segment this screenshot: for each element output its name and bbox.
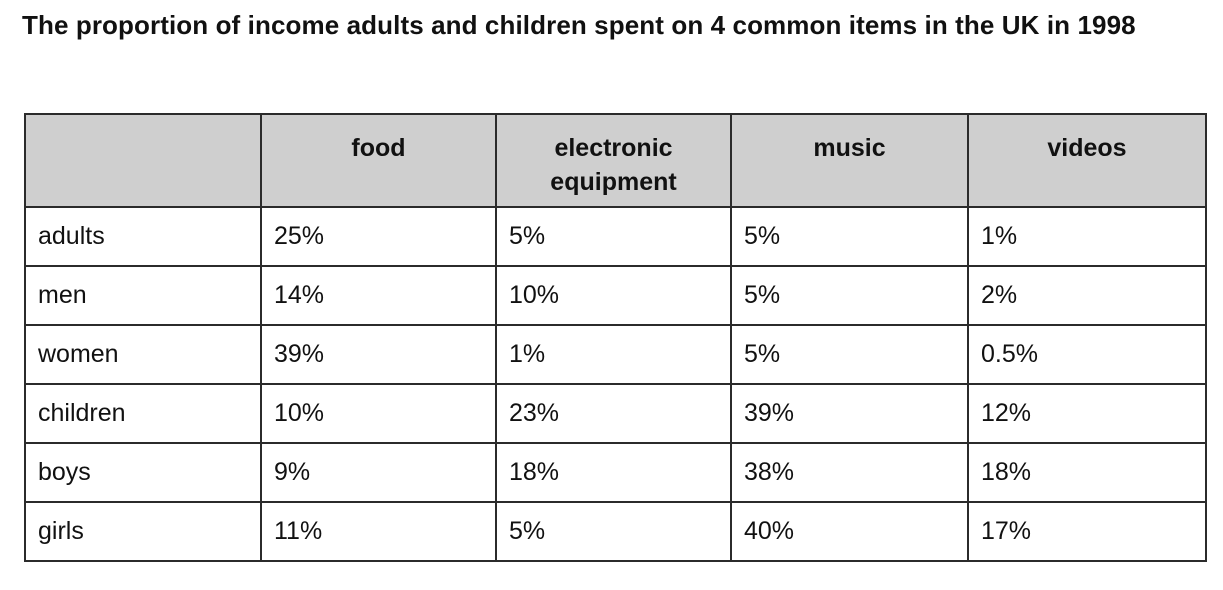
header-cell-music: music — [730, 113, 969, 208]
cell-girls-music: 40% — [730, 501, 969, 562]
cell-girls-electronic-equipment: 5% — [495, 501, 732, 562]
cell-children-music: 39% — [730, 383, 969, 444]
cell-adults-food: 25% — [260, 206, 497, 267]
row-label-boys: boys — [24, 442, 262, 503]
cell-adults-music: 5% — [730, 206, 969, 267]
row-label-women: women — [24, 324, 262, 385]
cell-adults-electronic-equipment: 5% — [495, 206, 732, 267]
header-row: food electronic equipment music videos — [24, 113, 1207, 208]
cell-men-videos: 2% — [967, 265, 1207, 326]
header-cell-videos: videos — [967, 113, 1207, 208]
table-row-boys: boys 9% 18% 38% 18% — [24, 442, 1207, 503]
header-cell-electronic-equipment: electronic equipment — [495, 113, 732, 208]
cell-girls-food: 11% — [260, 501, 497, 562]
header-label-electronic-equipment: electronic equipment — [550, 134, 677, 196]
cell-children-food: 10% — [260, 383, 497, 444]
table-row-girls: girls 11% 5% 40% 17% — [24, 501, 1207, 562]
table-row-men: men 14% 10% 5% 2% — [24, 265, 1207, 326]
data-table: food electronic equipment music videos a… — [24, 113, 1207, 562]
cell-women-food: 39% — [260, 324, 497, 385]
table-row-women: women 39% 1% 5% 0.5% — [24, 324, 1207, 385]
cell-women-music: 5% — [730, 324, 969, 385]
cell-boys-videos: 18% — [967, 442, 1207, 503]
cell-women-videos: 0.5% — [967, 324, 1207, 385]
row-label-men: men — [24, 265, 262, 326]
cell-boys-food: 9% — [260, 442, 497, 503]
header-cell-corner — [24, 113, 262, 208]
cell-women-electronic-equipment: 1% — [495, 324, 732, 385]
cell-children-videos: 12% — [967, 383, 1207, 444]
chart-title: The proportion of income adults and chil… — [22, 10, 1136, 40]
cell-boys-electronic-equipment: 18% — [495, 442, 732, 503]
cell-adults-videos: 1% — [967, 206, 1207, 267]
table-row-children: children 10% 23% 39% 12% — [24, 383, 1207, 444]
row-label-children: children — [24, 383, 262, 444]
row-label-girls: girls — [24, 501, 262, 562]
cell-girls-videos: 17% — [967, 501, 1207, 562]
header-cell-food: food — [260, 113, 497, 208]
cell-boys-music: 38% — [730, 442, 969, 503]
cell-men-electronic-equipment: 10% — [495, 265, 732, 326]
row-label-adults: adults — [24, 206, 262, 267]
cell-men-music: 5% — [730, 265, 969, 326]
table-row-adults: adults 25% 5% 5% 1% — [24, 206, 1207, 267]
table-body: adults 25% 5% 5% 1% men 14% 10% 5% 2% women 39% 1% 5%… — [24, 206, 1207, 562]
cell-men-food: 14% — [260, 265, 497, 326]
cell-children-electronic-equipment: 23% — [495, 383, 732, 444]
